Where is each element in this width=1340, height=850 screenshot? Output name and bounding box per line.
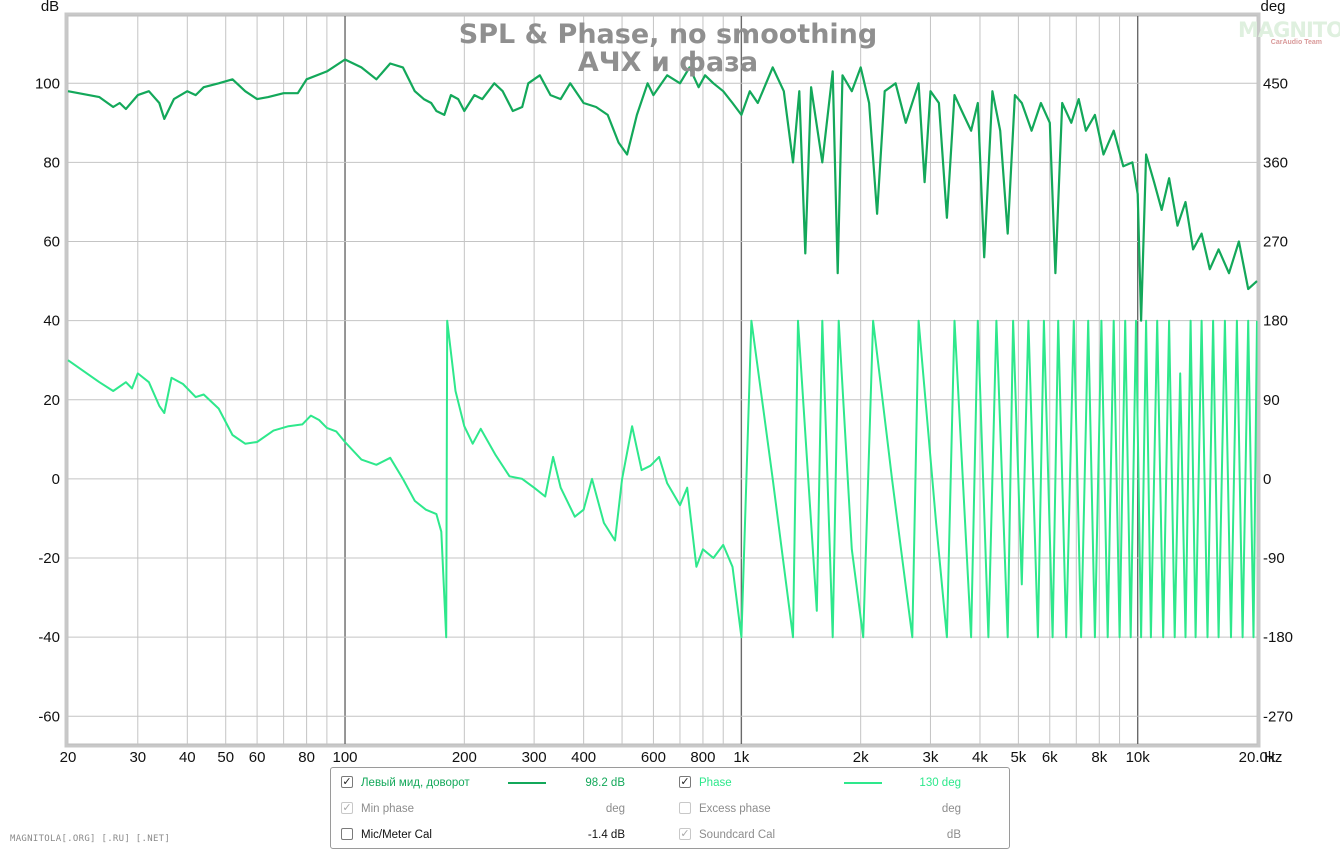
legend-checkbox[interactable]: ✓: [679, 828, 691, 840]
x-tick-label: 40: [179, 749, 196, 766]
phase-curve: [67, 319, 1258, 639]
legend-checkbox[interactable]: [341, 828, 353, 840]
x-tick-label: 300: [522, 749, 547, 766]
x-tick-label: 600: [641, 749, 666, 766]
legend-checkbox[interactable]: ✓: [341, 802, 353, 814]
legend-label: Phase: [699, 777, 732, 789]
series-layer: [67, 58, 1258, 639]
y2-tick-label: -270: [1263, 708, 1293, 725]
x-tick-label: 80: [298, 749, 315, 766]
x-tick-label: 2k: [853, 749, 869, 766]
x-tick-label: 20.0k: [1239, 749, 1276, 766]
x-tick-label: 400: [571, 749, 596, 766]
spl-curve: [67, 58, 1258, 322]
y-axis-label: dB: [41, 0, 59, 15]
site-watermark: MAGNITOLA[.ORG] [.RU] [.NET]: [10, 834, 171, 844]
x-tick-label: 8k: [1091, 749, 1107, 766]
y2-axis-label: deg: [1260, 0, 1285, 15]
legend-value: deg: [605, 803, 625, 815]
x-tick-label: 30: [129, 749, 146, 766]
legend-value: 98.2 dB: [585, 777, 625, 789]
legend-checkbox[interactable]: [679, 802, 691, 814]
legend-value: deg: [941, 803, 961, 815]
plot-background: [67, 15, 1258, 745]
legend-swatch: [508, 782, 546, 784]
legend-row: ✓ Min phase deg Excess phase deg: [331, 796, 1009, 822]
legend-value: 130 deg: [919, 777, 961, 789]
y2-tick-label: -180: [1263, 629, 1293, 646]
legend-swatch: [844, 782, 882, 784]
x-tick-label: 100: [333, 749, 358, 766]
chart-subtitle: АЧХ и фаза: [578, 47, 758, 78]
y2-tick-label: -90: [1263, 550, 1285, 567]
x-tick-label: 800: [690, 749, 715, 766]
y2-tick-label: 0: [1263, 471, 1271, 488]
y-tick-label: 80: [43, 154, 60, 171]
y-tick-label: 100: [35, 75, 60, 92]
y-tick-label: 20: [43, 392, 60, 409]
x-tick-label: 1k: [733, 749, 749, 766]
chart-title: SPL & Phase, no smoothing: [459, 19, 877, 50]
y2-tick-label: 180: [1263, 313, 1288, 330]
legend-value: -1.4 dB: [587, 829, 625, 841]
legend-checkbox[interactable]: ✓: [679, 776, 691, 788]
legend-panel: ✓ Левый мид, доворот 98.2 dB ✓ Phase 130 deg ✓…: [330, 767, 1010, 849]
y-tick-label: -40: [38, 629, 60, 646]
y-tick-label: -20: [38, 550, 60, 567]
legend-row: ✓ Левый мид, доворот 98.2 dB ✓ Phase 130 deg: [331, 770, 1009, 796]
y2-tick-label: 450: [1263, 75, 1288, 92]
x-tick-label: 200: [452, 749, 477, 766]
x-tick-label: 20: [60, 749, 77, 766]
legend-value: dB: [946, 829, 961, 841]
legend-checkbox[interactable]: ✓: [341, 776, 353, 788]
ticks: 20 30 40 50 60 80 100 200 300 400 600 800 1k 2k 3k 4k 5k…: [35, 75, 1293, 766]
y-tick-label: 0: [52, 471, 60, 488]
legend-label: Mic/Meter Cal: [361, 829, 432, 841]
y2-tick-label: 270: [1263, 234, 1288, 251]
logo-subtext: CarAudio Team: [1270, 39, 1322, 46]
y2-tick-label: 360: [1263, 154, 1288, 171]
y-tick-label: 60: [43, 234, 60, 251]
plot-frame: [64, 12, 1261, 748]
magnitola-logo: MAGNITOLA CarAudio Team: [1238, 18, 1340, 52]
x-axis-unit: Hz: [1264, 749, 1282, 766]
legend-row: Mic/Meter Cal -1.4 dB ✓ Soundcard Cal dB: [331, 822, 1009, 848]
logo-text: MAGNITOLA: [1238, 18, 1340, 42]
x-tick-label: 5k: [1010, 749, 1026, 766]
legend-label: Min phase: [361, 803, 415, 815]
x-tick-label: 6k: [1042, 749, 1058, 766]
y-tick-label: 40: [43, 313, 60, 330]
y-tick-label: -60: [38, 708, 60, 725]
legend-label: Soundcard Cal: [699, 829, 776, 841]
x-tick-label: 60: [249, 749, 266, 766]
spl-phase-chart: 20 30 40 50 60 80 100 200 300 400 600 800 1k 2k 3k 4k 5k…: [35, 0, 1293, 766]
legend-label: Excess phase: [699, 803, 771, 815]
x-tick-label: 50: [217, 749, 234, 766]
x-tick-label: 4k: [972, 749, 988, 766]
legend-label: Левый мид, доворот: [361, 777, 470, 789]
x-tick-label: 3k: [923, 749, 939, 766]
y2-tick-label: 90: [1263, 392, 1280, 409]
x-tick-label: 10k: [1126, 749, 1151, 766]
